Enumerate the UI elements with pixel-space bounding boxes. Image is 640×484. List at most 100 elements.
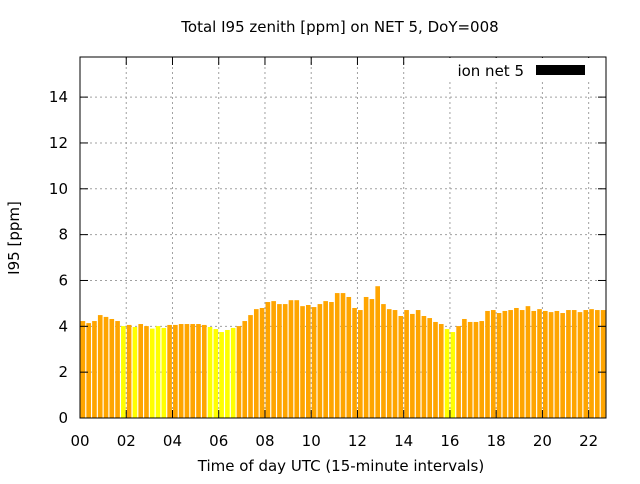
bar [392, 310, 398, 418]
x-axis-label: Time of day UTC (15-minute intervals) [197, 457, 484, 475]
bar [317, 304, 323, 418]
y-tick-label: 12 [49, 134, 68, 152]
x-tick-label: 06 [209, 432, 228, 450]
y-tick-label: 6 [58, 271, 68, 289]
bar [288, 300, 294, 418]
bar [248, 315, 253, 418]
bar [450, 332, 456, 418]
bar [265, 302, 271, 418]
bar [277, 304, 282, 418]
bar [155, 326, 161, 418]
bar [149, 328, 155, 418]
bar [103, 316, 109, 418]
x-tick-label: 08 [255, 432, 274, 450]
bar [502, 310, 508, 418]
x-tick-label: 12 [348, 432, 367, 450]
bar [259, 307, 265, 418]
y-tick-label: 4 [58, 317, 68, 335]
bar [207, 327, 213, 418]
bar [467, 321, 473, 418]
bar [490, 310, 496, 418]
bar [294, 300, 300, 418]
bar [421, 316, 427, 418]
bar [236, 326, 242, 418]
legend-swatch [536, 65, 585, 75]
bar [386, 309, 392, 418]
bar [190, 324, 196, 418]
bar [438, 324, 444, 418]
bar [311, 307, 317, 418]
bar [346, 296, 352, 418]
bar [334, 293, 340, 418]
bar [369, 299, 375, 418]
bar [242, 321, 248, 418]
bar [300, 306, 305, 418]
bar [80, 321, 86, 418]
bar [554, 310, 560, 418]
bar [433, 321, 438, 418]
x-tick-label: 10 [302, 432, 321, 450]
bar [398, 316, 404, 418]
bar [548, 312, 554, 418]
bar [126, 324, 132, 418]
x-tick-label: 02 [117, 432, 136, 450]
bar [404, 310, 409, 418]
bar [201, 324, 207, 418]
x-tick-label: 22 [579, 432, 598, 450]
bar [600, 310, 606, 418]
bar [167, 324, 172, 418]
bar [352, 307, 357, 418]
chart-title: Total I95 zenith [ppm] on NET 5, DoY=008 [180, 18, 498, 36]
bar [415, 310, 421, 418]
y-tick-label: 2 [58, 363, 68, 381]
bar [121, 326, 126, 418]
plot-frame [79, 56, 607, 419]
x-tick-label: 18 [487, 432, 506, 450]
bar [92, 321, 97, 418]
bars [80, 286, 606, 418]
bar [86, 323, 91, 418]
bar [508, 310, 513, 418]
bar [230, 327, 236, 418]
bar [178, 324, 184, 418]
bar [138, 324, 144, 418]
bar [589, 309, 594, 418]
bar [306, 305, 311, 418]
bar [531, 310, 537, 418]
bar [566, 310, 571, 418]
legend-label: ion net 5 [457, 62, 524, 80]
bar [519, 310, 525, 418]
bar [456, 326, 461, 418]
bar [462, 318, 467, 418]
bar [271, 301, 276, 418]
bar [583, 310, 589, 418]
x-tick-label: 20 [533, 432, 552, 450]
bar [473, 321, 479, 418]
bar [132, 327, 138, 418]
x-tick-label: 04 [163, 432, 182, 450]
grid [80, 57, 606, 418]
bar [253, 309, 259, 418]
y-tick-label: 10 [49, 180, 68, 198]
bar [219, 332, 224, 418]
bar [525, 306, 531, 418]
bar [375, 286, 380, 418]
bar [144, 326, 149, 418]
bar [427, 318, 433, 418]
bar [358, 310, 363, 418]
bar [173, 324, 178, 418]
bar [381, 304, 386, 418]
bar [560, 313, 565, 418]
bar [410, 313, 415, 418]
bar [161, 327, 167, 418]
bar [496, 313, 502, 418]
bar [537, 309, 542, 418]
bar [115, 321, 120, 418]
x-tick-label: 00 [70, 432, 89, 450]
bar [184, 324, 190, 418]
y-tick-label: 8 [58, 226, 68, 244]
x-tick-label: 16 [440, 432, 459, 450]
y-tick-label: 14 [49, 88, 68, 106]
